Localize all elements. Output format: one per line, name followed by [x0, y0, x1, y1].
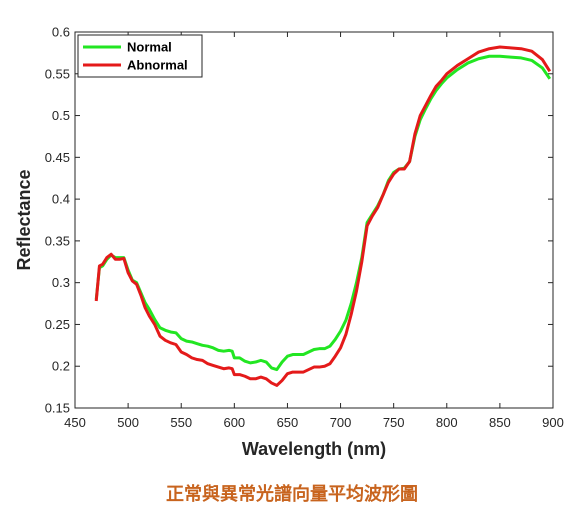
figure-caption: 正常與異常光譜向量平均波形圖 — [166, 484, 418, 505]
legend-box — [77, 34, 203, 78]
y-tick-label: 0.15 — [45, 401, 70, 416]
x-tick-label: 700 — [330, 415, 352, 430]
x-tick-label: 650 — [277, 415, 299, 430]
y-tick-label: 0.25 — [45, 317, 70, 332]
x-tick-label: 900 — [542, 415, 564, 430]
series-line-abnormal — [94, 45, 552, 387]
x-tick-label: 750 — [383, 415, 405, 430]
legend-label-abnormal: Abnormal — [127, 58, 188, 73]
x-tick-label: 800 — [436, 415, 458, 430]
axes-box — [74, 31, 554, 409]
axes-layer: 450 500 550 600 650 700 750 800 850 900 0.15 0.2 0.2… — [45, 25, 564, 431]
x-tick-label: 450 — [64, 415, 86, 430]
x-axis-label: Wavelength (nm) — [242, 439, 386, 459]
y-tick-label: 0.3 — [52, 275, 70, 290]
y-tick-label: 0.2 — [52, 359, 70, 374]
plot-background — [75, 32, 553, 408]
legend: Normal Abnormal — [77, 34, 203, 78]
x-tick-label: 600 — [223, 415, 245, 430]
y-tick-label: 0.55 — [45, 66, 70, 81]
y-axis-label: Reflectance — [14, 169, 34, 270]
y-tick-label: 0.35 — [45, 233, 70, 248]
legend-label-normal: Normal — [127, 40, 172, 55]
y-tick-label: 0.45 — [45, 150, 70, 165]
x-tick-label: 500 — [117, 415, 139, 430]
y-tick-label: 0.6 — [52, 25, 70, 40]
series-line-normal — [94, 54, 552, 372]
x-tick-label: 550 — [170, 415, 192, 430]
y-tick-label: 0.5 — [52, 108, 70, 123]
x-tick-label: 850 — [489, 415, 511, 430]
series-layer — [94, 45, 552, 387]
plot-area — [75, 32, 553, 408]
y-tick-label: 0.4 — [52, 192, 70, 207]
